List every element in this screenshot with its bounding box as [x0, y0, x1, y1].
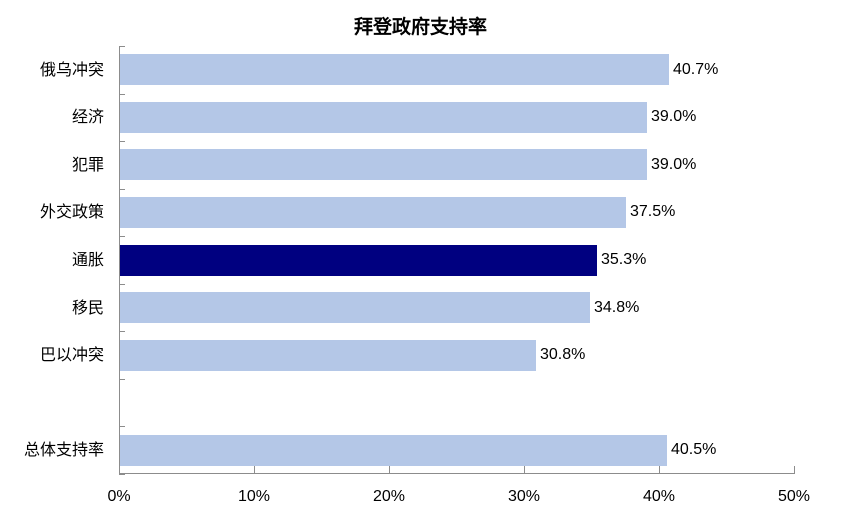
- bar: [120, 54, 669, 85]
- y-axis-tick: [119, 141, 125, 142]
- value-label: 39.0%: [651, 108, 697, 125]
- category-label: 俄乌冲突: [39, 60, 104, 79]
- x-axis-tick-label: 40%: [642, 488, 676, 505]
- value-label: 39.0%: [651, 156, 697, 173]
- y-axis-tick: [119, 284, 125, 285]
- x-axis-tick-label: 30%: [507, 488, 541, 505]
- value-label: 35.3%: [601, 251, 647, 268]
- x-axis-line: [119, 473, 795, 474]
- y-axis-tick: [119, 331, 125, 332]
- category-label: 通胀: [71, 250, 104, 269]
- x-axis-tick: [389, 466, 390, 473]
- category-label: 经济: [71, 107, 104, 126]
- y-axis-tick: [119, 426, 125, 427]
- y-axis-tick: [119, 379, 125, 380]
- category-label: 巴以冲突: [39, 345, 104, 364]
- bar: [120, 197, 626, 228]
- bar: [120, 435, 667, 466]
- bar: [120, 102, 647, 133]
- y-axis-tick: [119, 46, 125, 47]
- y-axis-tick: [119, 189, 125, 190]
- x-axis-tick-label: 10%: [237, 488, 271, 505]
- bar: [120, 149, 647, 180]
- bar: [120, 245, 597, 276]
- x-axis-tick: [524, 466, 525, 473]
- bar: [120, 292, 590, 323]
- y-axis-tick: [119, 94, 125, 95]
- chart-title: 拜登政府支持率: [353, 16, 487, 38]
- category-label: 外交政策: [39, 202, 104, 221]
- value-label: 40.7%: [673, 61, 719, 78]
- bar: [120, 340, 536, 371]
- x-axis-tick: [794, 466, 795, 473]
- y-axis-line: [119, 46, 120, 474]
- category-label: 移民: [71, 298, 104, 317]
- value-label: 37.5%: [630, 203, 676, 220]
- x-axis-tick: [254, 466, 255, 473]
- category-label: 犯罪: [71, 155, 104, 174]
- value-label: 34.8%: [594, 299, 640, 316]
- x-axis-tick-label: 50%: [777, 488, 811, 505]
- x-axis-tick: [659, 466, 660, 473]
- category-label: 总体支持率: [23, 440, 104, 459]
- y-axis-tick: [119, 236, 125, 237]
- value-label: 40.5%: [671, 441, 717, 458]
- value-label: 30.8%: [540, 346, 586, 363]
- y-axis-tick: [119, 474, 125, 475]
- x-axis-tick-label: 0%: [107, 488, 131, 505]
- x-axis-tick-label: 20%: [372, 488, 406, 505]
